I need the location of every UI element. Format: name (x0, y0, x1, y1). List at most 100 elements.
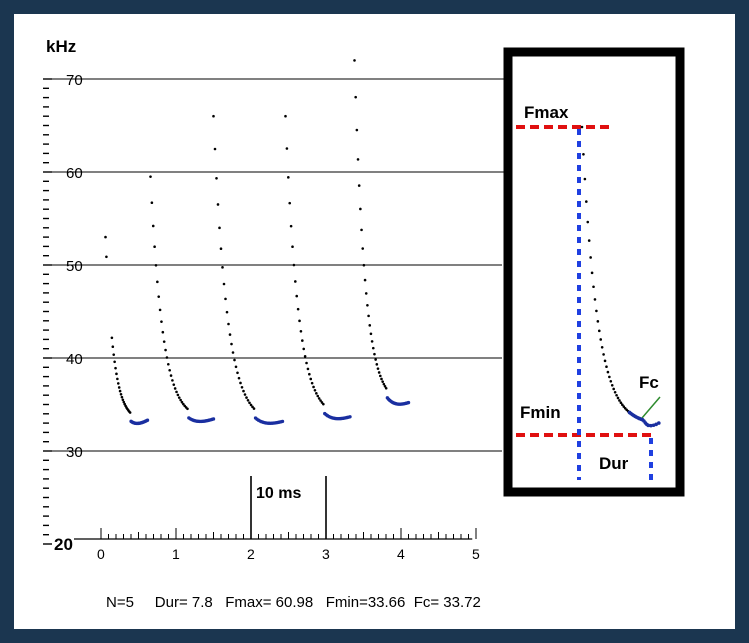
call-point (246, 399, 250, 402)
call-point (291, 245, 294, 249)
call-point (380, 377, 383, 381)
call-point (316, 394, 320, 398)
call-point (186, 407, 189, 411)
inset-call-point (646, 423, 651, 428)
inset-call-point (618, 399, 621, 402)
inset-call-point (603, 359, 607, 363)
call-point (154, 263, 158, 267)
inset-call-point (592, 285, 595, 289)
y-axis: kHz 20 30 40 50 60 70 (43, 37, 83, 554)
call-point (322, 402, 325, 406)
call-point (299, 329, 303, 333)
inset-call-point (609, 380, 613, 383)
call-point (306, 367, 310, 371)
call-point (376, 367, 380, 370)
call-point (165, 356, 169, 359)
stat-fc: Fc= 33.72 (413, 594, 481, 611)
call-point (104, 235, 107, 239)
call-point (222, 282, 226, 286)
stat-fmax: Fmax= 60.98 (225, 594, 314, 611)
call-point (212, 114, 215, 118)
call-point (373, 352, 376, 356)
call-point (176, 393, 180, 397)
x-tick-label: 5 (472, 546, 480, 562)
inset-call-point (583, 177, 587, 181)
call-point (359, 207, 362, 211)
y-tick-label: 20 (54, 535, 73, 554)
call-point (285, 147, 289, 150)
fc-pointer (641, 396, 661, 419)
inset-call-point (586, 220, 590, 224)
call-point (240, 385, 244, 389)
call-point (171, 379, 174, 382)
call-point (305, 361, 308, 365)
call-point (128, 411, 132, 414)
inset-call-point (606, 370, 610, 374)
call-point (216, 203, 220, 206)
call-3 (212, 114, 285, 425)
call-point (251, 405, 254, 409)
call-point (115, 372, 118, 376)
call-point (149, 175, 152, 178)
inset-call-point (610, 384, 614, 387)
inset-call-point (613, 390, 617, 394)
fc-label: Fc (639, 373, 659, 392)
call-point (213, 147, 217, 151)
call-point (180, 400, 184, 404)
call-point (175, 390, 178, 394)
call-point (121, 398, 125, 402)
dur-label: Dur (599, 454, 629, 473)
scale-bar-label: 10 ms (256, 485, 301, 502)
call-point (367, 314, 370, 318)
call-point (252, 407, 256, 410)
call-point (164, 348, 167, 352)
call-point (301, 339, 304, 342)
stat-n: N=5 (106, 594, 134, 611)
call-point (162, 340, 166, 343)
call-point (310, 381, 314, 385)
y-tick-label: 50 (66, 258, 83, 275)
call-point (294, 280, 297, 283)
call-point (383, 384, 387, 388)
call-point (362, 263, 366, 267)
inset-call-point (649, 423, 653, 428)
call-point (168, 368, 171, 372)
call-point (249, 403, 253, 407)
call-point (317, 397, 321, 400)
inset-call-point (580, 125, 584, 129)
call-point (233, 358, 236, 362)
call-1 (104, 235, 150, 426)
call-point (114, 366, 117, 370)
call-point (110, 336, 114, 340)
call-point (382, 382, 386, 386)
call-point (354, 95, 357, 99)
call-point (173, 387, 177, 390)
inset-call-point (595, 309, 598, 313)
call-point (151, 224, 155, 228)
call-point (160, 320, 163, 323)
x-tick-label: 1 (172, 546, 180, 562)
inset-call-point (590, 271, 594, 275)
call-point (313, 389, 317, 392)
inset-call-point (616, 396, 620, 400)
x-axis: 0 1 2 3 4 5 (74, 528, 480, 562)
call-point (357, 184, 361, 187)
call-point (225, 310, 229, 314)
call-point (406, 400, 411, 405)
y-tick-label: 70 (66, 72, 83, 89)
call-point (119, 392, 123, 396)
inset-call-point (608, 375, 611, 379)
y-tick-label: 40 (66, 351, 83, 368)
inset-call-point (597, 329, 601, 333)
call-point (309, 377, 313, 381)
call-point (228, 333, 232, 336)
call-point (172, 383, 176, 386)
call-point (234, 365, 238, 369)
call-point (298, 319, 301, 323)
call-point (167, 362, 170, 366)
call-point (230, 342, 233, 346)
call-point (384, 386, 388, 390)
call-point (231, 351, 235, 354)
inset-call-point (657, 421, 661, 425)
inset-marks (516, 125, 661, 480)
